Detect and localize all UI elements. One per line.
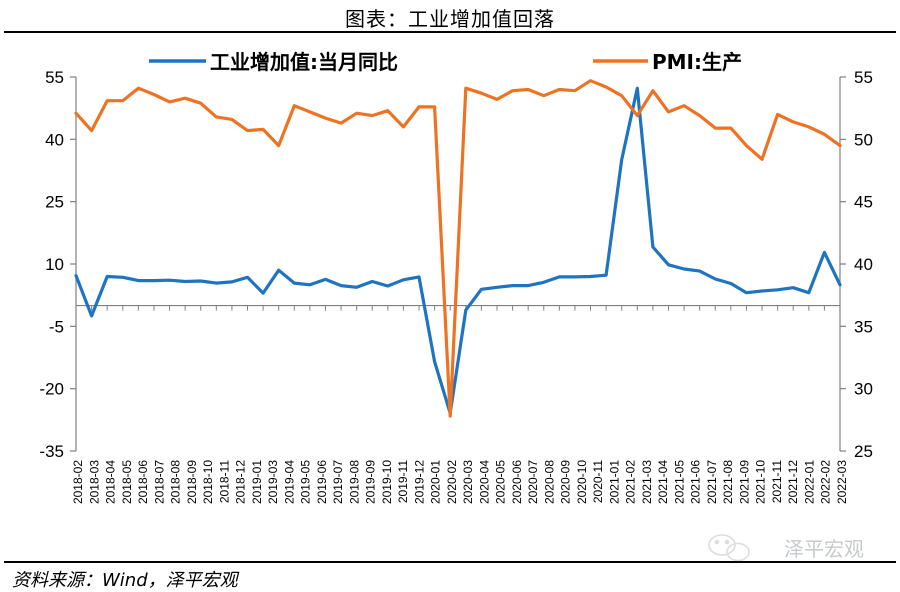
left-tick-label: -5 <box>49 317 64 336</box>
x-tick-label: 2020-09 <box>559 460 573 504</box>
x-tick-label: 2020-01 <box>429 460 443 504</box>
x-tick-label: 2019-06 <box>315 460 329 504</box>
x-tick-label: 2018-02 <box>71 460 85 504</box>
right-tick-label: 50 <box>854 130 873 149</box>
x-tick-label: 2021-09 <box>738 460 752 504</box>
x-tick-label: 2019-01 <box>250 460 264 504</box>
legend-label-industrial-value-added: 工业增加值:当月同比 <box>210 50 398 74</box>
x-tick-label: 2018-06 <box>136 460 150 504</box>
x-tick-label: 2019-05 <box>299 460 313 504</box>
x-tick-label: 2022-03 <box>835 460 849 504</box>
x-tick-label: 2021-04 <box>656 460 670 504</box>
right-tick-label: 40 <box>854 255 873 274</box>
x-tick-label: 2020-11 <box>591 460 605 503</box>
left-tick-label: -20 <box>39 380 64 399</box>
x-tick-label: 2021-06 <box>689 460 703 504</box>
source-note: 资料来源：Wind，泽平宏观 <box>12 570 238 591</box>
left-tick-label: -35 <box>39 442 64 461</box>
left-tick-label: 40 <box>45 130 64 149</box>
x-tick-label: 2020-03 <box>461 460 475 504</box>
left-tick-label: 55 <box>45 68 64 87</box>
x-tick-label: 2018-11 <box>217 460 231 503</box>
x-tick-label: 2018-12 <box>234 460 248 504</box>
series-line-pmi-production <box>74 79 842 418</box>
x-tick-label: 2020-05 <box>494 460 508 504</box>
x-tick-label: 2019-10 <box>380 460 394 504</box>
x-tick-label: 2021-02 <box>624 460 638 504</box>
x-tick-label: 2019-11 <box>396 460 410 503</box>
x-tick-label: 2021-11 <box>770 460 784 503</box>
x-tick-label: 2021-05 <box>672 460 686 504</box>
x-tick-label: 2018-05 <box>120 460 134 504</box>
right-tick-label: 55 <box>854 68 873 87</box>
x-tick-label: 2019-07 <box>331 460 345 504</box>
series-line-industrial-value-added <box>74 86 842 415</box>
series-lines <box>74 79 842 418</box>
chart: 工业增加值:当月同比 PMI:生产 55 40 25 10 -5 -20 -35 55 50 45… <box>39 50 873 504</box>
x-tick-label: 2021-01 <box>607 460 621 504</box>
x-tick-label: 2020-08 <box>542 460 556 504</box>
x-tick-label: 2019-08 <box>347 460 361 504</box>
x-tick-label: 2018-10 <box>201 460 215 504</box>
bottom-rule <box>4 561 896 563</box>
right-tick-label: 30 <box>854 380 873 399</box>
x-tick-label: 2021-03 <box>640 460 654 504</box>
x-tick-label: 2021-07 <box>705 460 719 504</box>
watermark-text: 泽平宏观 <box>784 537 864 561</box>
x-tick-label: 2020-04 <box>477 460 491 504</box>
right-tick-label: 45 <box>854 193 873 212</box>
wechat-icon <box>708 534 750 562</box>
x-tick-label: 2018-04 <box>104 460 118 504</box>
left-tick-label: 25 <box>45 193 64 212</box>
legend: 工业增加值:当月同比 PMI:生产 <box>149 50 742 74</box>
x-tick-label: 2020-10 <box>575 460 589 504</box>
x-tick-label: 2022-02 <box>819 460 833 504</box>
left-tick-label: 10 <box>45 255 64 274</box>
x-tick-label: 2019-12 <box>412 460 426 504</box>
x-tick-label: 2018-09 <box>185 460 199 504</box>
x-tick-label: 2021-08 <box>721 460 735 504</box>
tick-labels: 55 40 25 10 -5 -20 -35 55 50 45 40 35 30 25 <box>39 68 873 461</box>
x-tick-labels: 2018-02 2018-03 2018-04 2018-05 2018-06 2018-… <box>71 460 849 504</box>
x-tick-label: 2021-12 <box>786 460 800 504</box>
x-tick-label: 2020-02 <box>445 460 459 504</box>
x-tick-label: 2019-04 <box>282 460 296 504</box>
right-tick-label: 35 <box>854 317 873 336</box>
x-tick-label: 2019-03 <box>266 460 280 504</box>
x-tick-label: 2022-01 <box>803 460 817 504</box>
legend-label-pmi-production: PMI:生产 <box>652 50 742 74</box>
chart-title: 图表：工业增加值回落 <box>345 7 555 31</box>
right-tick-label: 25 <box>854 442 873 461</box>
x-tick-label: 2018-08 <box>169 460 183 504</box>
x-tick-label: 2020-07 <box>526 460 540 504</box>
x-tick-label: 2019-09 <box>364 460 378 504</box>
axes <box>70 76 846 452</box>
watermark: 泽平宏观 <box>708 534 864 562</box>
x-tick-label: 2021-10 <box>754 460 768 504</box>
x-tick-label: 2020-06 <box>510 460 524 504</box>
x-tick-label: 2018-03 <box>87 460 101 504</box>
top-rule <box>4 31 896 33</box>
x-tick-label: 2018-07 <box>152 460 166 504</box>
